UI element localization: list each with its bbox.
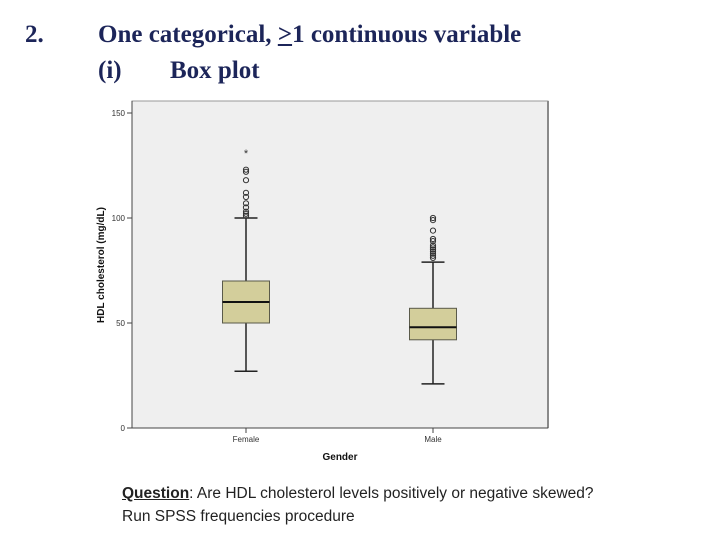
outlier-point	[242, 210, 250, 217]
outlier-point	[242, 193, 250, 201]
instruction-line: Run SPSS frequencies procedure	[122, 508, 355, 525]
outlier-point	[242, 212, 250, 219]
outlier-point	[429, 248, 437, 255]
x-tick-label: Male	[424, 435, 442, 444]
outlier-point	[429, 235, 437, 243]
outlier-point	[429, 250, 437, 257]
outlier-point	[242, 200, 250, 207]
iqr-box	[409, 307, 457, 341]
y-axis-label: HDL cholesterol (mg/dL)	[96, 207, 107, 323]
slide-heading: One categorical, >1 continuous variable	[98, 22, 521, 47]
heading-ge-symbol: >	[277, 21, 293, 48]
x-tick-label: Female	[233, 435, 260, 444]
y-tick-label: 0	[121, 424, 126, 433]
x-axis-label: Gender	[322, 452, 357, 463]
plot-area	[131, 100, 549, 429]
outlier-point	[429, 252, 437, 259]
outlier-point	[242, 168, 250, 175]
question-label: Question	[122, 485, 190, 502]
outlier-point	[242, 208, 250, 215]
outlier-point	[429, 254, 437, 261]
outlier-point	[429, 214, 437, 222]
outlier-point	[242, 166, 250, 173]
sub-heading: Box plot	[170, 57, 260, 84]
question-text: : Are HDL cholesterol levels positively …	[189, 485, 594, 502]
outlier-point	[429, 242, 437, 249]
outlier-point	[242, 177, 250, 184]
outlier-point	[429, 246, 437, 253]
y-tick-label: 100	[112, 214, 126, 223]
extreme-point: *	[244, 148, 249, 160]
box-group-female: *	[222, 148, 270, 373]
outlier-point	[429, 244, 437, 251]
question-line: Question: Are HDL cholesterol levels pos…	[122, 486, 594, 502]
outlier-point	[429, 227, 437, 234]
heading-suffix: 1 continuous variable	[292, 21, 522, 48]
box-group-male	[409, 214, 457, 385]
heading-prefix: One categorical,	[98, 21, 278, 48]
sub-number: (i)	[98, 57, 122, 84]
slide-number: 2.	[25, 21, 44, 48]
y-tick-label: 50	[116, 319, 125, 328]
outlier-point	[242, 189, 250, 196]
y-tick-label: 150	[112, 109, 126, 118]
outlier-point	[242, 204, 250, 211]
outlier-point	[429, 217, 437, 224]
outlier-point	[429, 238, 437, 245]
